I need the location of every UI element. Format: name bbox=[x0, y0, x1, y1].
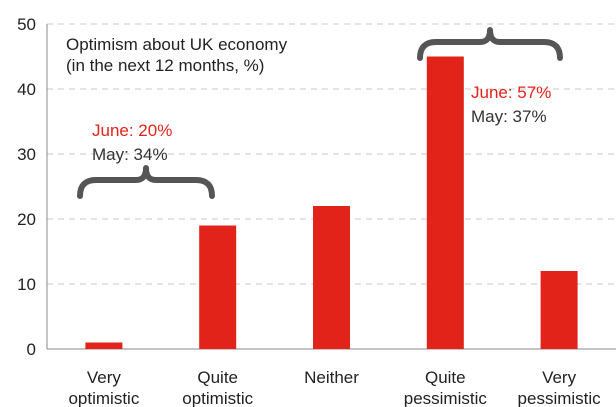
chart-note-line2: (in the next 12 months, %) bbox=[66, 56, 264, 75]
y-tick-label: 10 bbox=[17, 275, 36, 294]
x-tick-labels: Very optimistic Quite optimistic Neither Quit… bbox=[68, 368, 601, 407]
y-tick-labels: 0 10 20 30 40 50 bbox=[17, 15, 36, 359]
optimistic-brace bbox=[77, 165, 215, 199]
bar bbox=[426, 56, 464, 349]
chart-note-line1: Optimism about UK economy bbox=[66, 35, 288, 54]
bars bbox=[85, 56, 578, 349]
pessimistic-may-label: May: 37% bbox=[471, 107, 547, 126]
bar bbox=[540, 271, 578, 349]
gridlines bbox=[47, 23, 616, 285]
y-tick-label: 0 bbox=[27, 340, 36, 359]
bar bbox=[313, 206, 350, 349]
x-tick-label: Quite optimistic bbox=[182, 368, 253, 407]
y-tick-label: 40 bbox=[17, 80, 36, 99]
x-tick-label: Quite pessimistic bbox=[404, 368, 488, 407]
y-tick-label: 30 bbox=[17, 145, 36, 164]
braces bbox=[77, 27, 563, 199]
y-tick-label: 20 bbox=[17, 210, 36, 229]
bar bbox=[85, 342, 123, 349]
x-tick-label: Very pessimistic bbox=[518, 368, 602, 407]
pessimistic-june-label: June: 57% bbox=[471, 83, 551, 102]
optimistic-june-label: June: 20% bbox=[92, 121, 172, 140]
y-tick-label: 50 bbox=[17, 15, 36, 34]
x-tick-label: Very optimistic bbox=[68, 368, 139, 407]
x-tick-label: Neither bbox=[304, 368, 359, 387]
bar bbox=[199, 225, 237, 349]
pessimistic-brace bbox=[417, 27, 563, 61]
optimistic-may-label: May: 34% bbox=[92, 145, 168, 164]
